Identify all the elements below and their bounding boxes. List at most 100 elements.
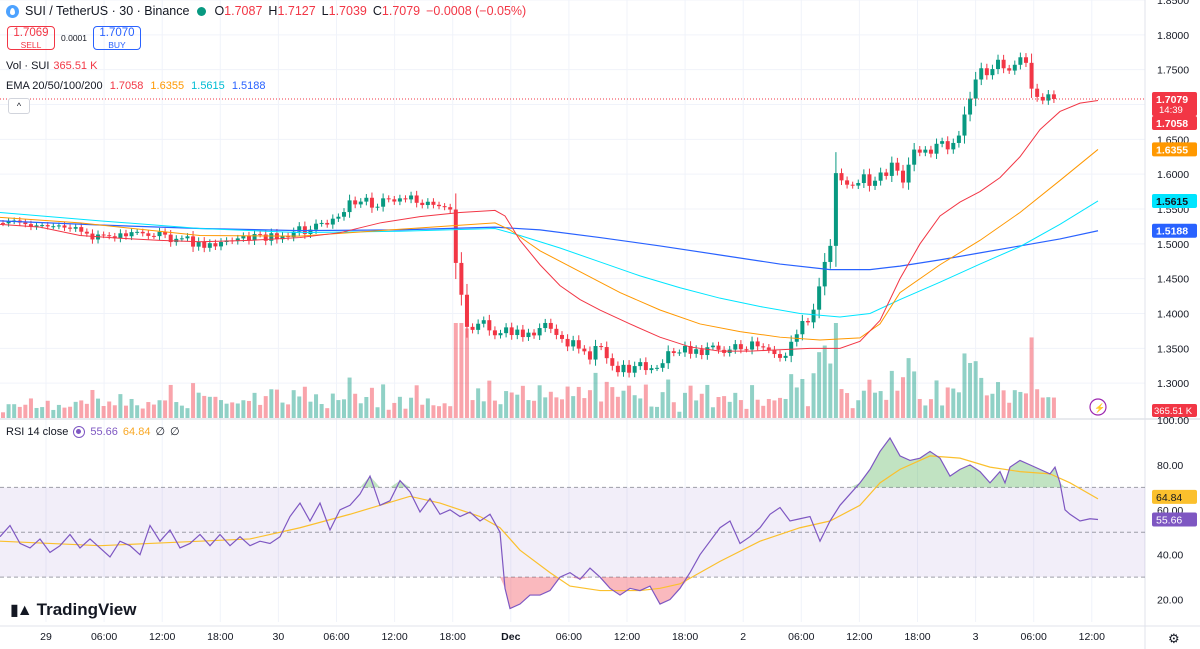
time-tick-label: 06:00 bbox=[91, 631, 117, 643]
candle-body bbox=[940, 141, 945, 144]
lightning-icon bbox=[1089, 398, 1107, 416]
candle-body bbox=[677, 352, 682, 354]
candle-body bbox=[906, 164, 911, 183]
rsi-settings-icon[interactable] bbox=[73, 425, 86, 438]
volume-bar bbox=[314, 394, 319, 418]
tradingview-logo[interactable]: ▮▲ TradingView bbox=[10, 600, 136, 620]
volume-bar bbox=[56, 404, 61, 418]
candle-body bbox=[437, 204, 442, 207]
volume-bar bbox=[643, 384, 648, 418]
volume-badge bbox=[1152, 404, 1197, 417]
volume-bar bbox=[252, 392, 257, 418]
volume-bar bbox=[364, 397, 369, 418]
candle-body bbox=[381, 198, 386, 207]
volume-bar bbox=[1046, 397, 1051, 418]
sell-button[interactable]: 1.7069 SELL bbox=[7, 26, 55, 50]
candle-body bbox=[560, 334, 564, 339]
time-tick-label: 29 bbox=[40, 631, 52, 643]
buy-label: BUY bbox=[108, 40, 126, 50]
volume-bar bbox=[492, 400, 497, 418]
volume-bar bbox=[123, 405, 128, 418]
candle-body bbox=[252, 234, 257, 241]
candle-body bbox=[163, 231, 168, 235]
volume-bar bbox=[621, 390, 626, 418]
ema50-value: 1.6355 bbox=[150, 80, 185, 92]
volume-bar bbox=[660, 392, 665, 418]
volume-bar bbox=[470, 400, 475, 418]
candle-body bbox=[1, 222, 5, 224]
volume-bar bbox=[504, 391, 509, 418]
volume-bar bbox=[783, 398, 788, 418]
volume-bar bbox=[593, 372, 598, 418]
candle-body bbox=[655, 367, 660, 369]
volume-legend[interactable]: Vol · SUI 365.51 K bbox=[6, 60, 97, 72]
rsi-overbought-fill bbox=[0, 437, 1098, 488]
volume-bar bbox=[543, 397, 548, 418]
trade-buttons: 1.7069 SELL 0.0001 1.7070 BUY bbox=[7, 26, 141, 50]
volume-bar bbox=[655, 406, 660, 418]
candle-body bbox=[1051, 94, 1056, 99]
rsi-ma-value: 64.84 bbox=[122, 425, 151, 438]
price-badge-label: 1.5188 bbox=[1156, 226, 1188, 238]
tradingview-logo-text: TradingView bbox=[36, 600, 137, 619]
volume-bar bbox=[163, 400, 168, 418]
volume-bar bbox=[1040, 397, 1045, 418]
ema50-line bbox=[0, 149, 1099, 341]
candle-body bbox=[532, 332, 537, 336]
volume-bar bbox=[196, 392, 201, 418]
candle-body bbox=[375, 206, 380, 208]
candle-body bbox=[928, 149, 933, 154]
volume-bar bbox=[934, 380, 939, 418]
candle-body bbox=[241, 235, 246, 239]
volume-bar bbox=[403, 408, 408, 418]
volume-bar bbox=[822, 345, 827, 418]
volume-bar bbox=[1029, 337, 1034, 418]
volume-bar bbox=[392, 402, 397, 418]
candle-body bbox=[839, 173, 844, 181]
volume-bar bbox=[224, 403, 229, 418]
price-badge bbox=[1152, 142, 1197, 157]
candle-body bbox=[196, 241, 201, 247]
candle-body bbox=[610, 358, 615, 366]
collapse-chevron-icon[interactable]: ^ bbox=[8, 98, 30, 114]
buy-button[interactable]: 1.7070 BUY bbox=[93, 26, 141, 50]
candle-body bbox=[123, 233, 128, 237]
candle-body bbox=[409, 195, 414, 200]
volume-bar bbox=[286, 404, 291, 418]
candle-body bbox=[1046, 94, 1051, 101]
candle-body bbox=[951, 142, 956, 150]
candle-body bbox=[258, 234, 263, 236]
candle-body bbox=[151, 235, 156, 237]
candle-body bbox=[1007, 68, 1012, 71]
rsi-legend[interactable]: RSI 14 close 55.66 64.84 ∅ ∅ bbox=[6, 425, 180, 438]
volume-bar bbox=[587, 390, 592, 418]
candle-body bbox=[73, 227, 78, 229]
candle-body bbox=[168, 234, 173, 243]
candle-body bbox=[481, 320, 486, 324]
symbol-title[interactable]: SUI / TetherUS · 30 · Binance bbox=[25, 4, 190, 18]
candle-body bbox=[878, 172, 883, 181]
volume-bar bbox=[906, 358, 911, 418]
candle-body bbox=[135, 231, 140, 233]
chart-settings-icon[interactable]: ⚙ bbox=[1168, 631, 1180, 646]
volume-bar bbox=[1051, 397, 1056, 418]
volume-bar bbox=[973, 361, 978, 418]
candle-body bbox=[615, 365, 620, 373]
time-tick-label: 18:00 bbox=[440, 631, 466, 643]
close-value: 1.7079 bbox=[381, 4, 421, 18]
candle-body bbox=[291, 231, 296, 238]
candle-body bbox=[845, 180, 850, 185]
candle-body bbox=[442, 206, 447, 208]
candle-body bbox=[202, 241, 207, 248]
candle-body bbox=[425, 201, 430, 206]
volume-bar bbox=[951, 388, 956, 418]
candle-body bbox=[34, 225, 39, 227]
sell-label: SELL bbox=[20, 40, 42, 50]
candle-body bbox=[979, 68, 984, 80]
volume-bar bbox=[45, 400, 50, 418]
volume-bar bbox=[811, 373, 816, 418]
volume-bar bbox=[235, 403, 240, 418]
ema-legend[interactable]: EMA 20/50/100/200 1.7058 1.6355 1.5615 1… bbox=[6, 80, 270, 92]
volume-bar bbox=[956, 392, 961, 418]
